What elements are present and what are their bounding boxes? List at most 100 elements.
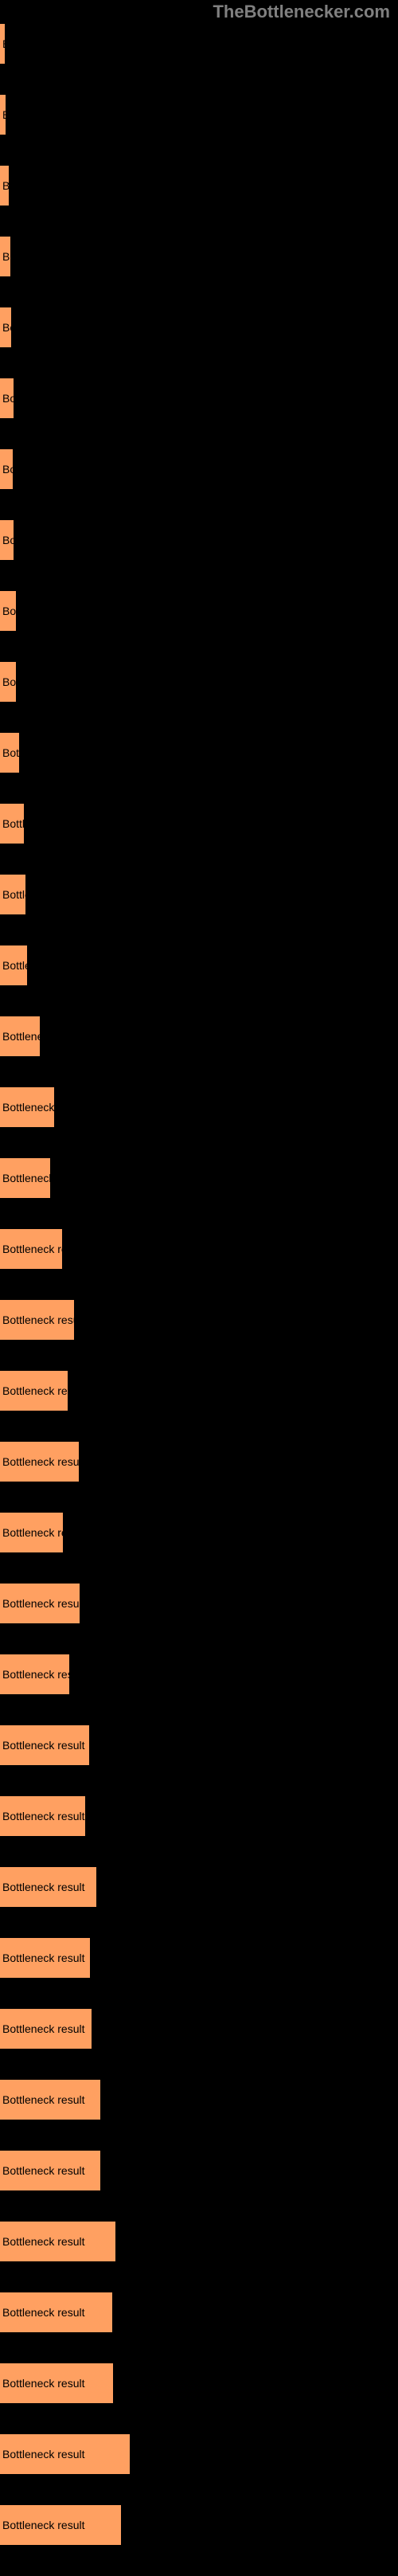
- bar-row: Bottleneck result: [0, 2009, 398, 2049]
- bar: Bottleneck result: [0, 2434, 130, 2474]
- bar-row: Bottleneck result: [0, 2434, 398, 2474]
- bar-row: Bottleneck result: [0, 1938, 398, 1978]
- bar: Bottleneck result: [0, 378, 14, 418]
- bar: Bottleneck result: [0, 1867, 96, 1907]
- bar-label: Bottleneck result: [2, 392, 14, 405]
- bar-label: Bottleneck result: [2, 2306, 85, 2319]
- bar-label: Bottleneck result: [2, 463, 13, 476]
- bar: Bottleneck result: [0, 1938, 90, 1978]
- bar-row: Bottleneck result: [0, 875, 398, 914]
- bar: Bottleneck result: [0, 2505, 121, 2545]
- bar: Bottleneck result: [0, 1087, 54, 1127]
- bar: Bottleneck result: [0, 2080, 100, 2120]
- bar-label: Bottleneck result: [2, 817, 24, 830]
- bar-row: Bottleneck result: [0, 1796, 398, 1836]
- bar: Bottleneck result: [0, 2009, 92, 2049]
- bar-label: Bottleneck result: [2, 534, 14, 546]
- bar-label: Bottleneck result: [2, 37, 5, 50]
- bar: Bottleneck result: [0, 95, 6, 135]
- bar-row: Bottleneck result: [0, 2222, 398, 2261]
- bar: Bottleneck result: [0, 591, 16, 631]
- bar-row: Bottleneck result: [0, 1229, 398, 1269]
- bar: Bottleneck result: [0, 804, 24, 844]
- bar-label: Bottleneck result: [2, 1243, 62, 1255]
- bar-label: Bottleneck result: [2, 2093, 85, 2106]
- bar: Bottleneck result: [0, 1654, 69, 1694]
- bar-label: Bottleneck result: [2, 959, 27, 972]
- bar: Bottleneck result: [0, 307, 11, 347]
- bar-label: Bottleneck result: [2, 605, 16, 617]
- bar: Bottleneck result: [0, 2363, 113, 2403]
- bar-row: Bottleneck result: [0, 1654, 398, 1694]
- bar-label: Bottleneck result: [2, 2022, 85, 2035]
- bar-row: Bottleneck result: [0, 166, 398, 206]
- bar: Bottleneck result: [0, 24, 5, 64]
- bar-row: Bottleneck result: [0, 1867, 398, 1907]
- bar: Bottleneck result: [0, 1158, 50, 1198]
- bar: Bottleneck result: [0, 875, 25, 914]
- bar-row: Bottleneck result: [0, 307, 398, 347]
- bar-row: Bottleneck result: [0, 2151, 398, 2190]
- bar: Bottleneck result: [0, 1016, 40, 1056]
- bar: Bottleneck result: [0, 237, 10, 276]
- bar-row: Bottleneck result: [0, 945, 398, 985]
- bar: Bottleneck result: [0, 2151, 100, 2190]
- bar-row: Bottleneck result: [0, 1442, 398, 1482]
- bar: Bottleneck result: [0, 2292, 112, 2332]
- bar-row: Bottleneck result: [0, 1087, 398, 1127]
- bar-row: Bottleneck result: [0, 378, 398, 418]
- bar: Bottleneck result: [0, 733, 19, 773]
- bar-row: Bottleneck result: [0, 2292, 398, 2332]
- bar: Bottleneck result: [0, 945, 27, 985]
- bar-row: Bottleneck result: [0, 95, 398, 135]
- bar-label: Bottleneck result: [2, 1810, 85, 1822]
- bar-label: Bottleneck result: [2, 1526, 63, 1539]
- bar-row: Bottleneck result: [0, 2505, 398, 2545]
- bar: Bottleneck result: [0, 166, 9, 206]
- bar-row: Bottleneck result: [0, 237, 398, 276]
- bar: Bottleneck result: [0, 1442, 79, 1482]
- bar: Bottleneck result: [0, 1584, 80, 1623]
- bar-label: Bottleneck result: [2, 1455, 79, 1468]
- bar-row: Bottleneck result: [0, 662, 398, 702]
- bar: Bottleneck result: [0, 520, 14, 560]
- bar-label: Bottleneck result: [2, 2448, 85, 2461]
- bar-row: Bottleneck result: [0, 2363, 398, 2403]
- bar: Bottleneck result: [0, 1725, 89, 1765]
- bar: Bottleneck result: [0, 1300, 74, 1340]
- bar-label: Bottleneck result: [2, 746, 19, 759]
- watermark-text: TheBottlenecker.com: [213, 2, 390, 22]
- bar: Bottleneck result: [0, 2222, 115, 2261]
- bar-label: Bottleneck result: [2, 675, 16, 688]
- bar-row: Bottleneck result: [0, 2080, 398, 2120]
- bar: Bottleneck result: [0, 1796, 85, 1836]
- bar-row: Bottleneck result: [0, 804, 398, 844]
- bar-row: Bottleneck result: [0, 24, 398, 64]
- bar-label: Bottleneck result: [2, 1597, 80, 1610]
- bar-label: Bottleneck result: [2, 1101, 54, 1114]
- bar-row: Bottleneck result: [0, 1016, 398, 1056]
- bar-row: Bottleneck result: [0, 1513, 398, 1552]
- bar-label: Bottleneck result: [2, 108, 6, 121]
- bar-label: Bottleneck result: [2, 1952, 85, 1964]
- bar-label: Bottleneck result: [2, 1172, 50, 1184]
- chart-container: Bottleneck result Bottleneck result Bottle…: [0, 0, 398, 2545]
- bar-row: Bottleneck result: [0, 449, 398, 489]
- bar-label: Bottleneck result: [2, 1881, 85, 1893]
- bar-label: Bottleneck result: [2, 1668, 69, 1681]
- bar-row: Bottleneck result: [0, 1300, 398, 1340]
- bar: Bottleneck result: [0, 449, 13, 489]
- bar-label: Bottleneck result: [2, 321, 11, 334]
- bar-row: Bottleneck result: [0, 591, 398, 631]
- bar-label: Bottleneck result: [2, 888, 25, 901]
- bar-label: Bottleneck result: [2, 1384, 68, 1397]
- bar-row: Bottleneck result: [0, 1371, 398, 1411]
- bar: Bottleneck result: [0, 1371, 68, 1411]
- bar-label: Bottleneck result: [2, 1739, 85, 1752]
- bar-label: Bottleneck result: [2, 250, 10, 263]
- bar-label: Bottleneck result: [2, 2235, 85, 2248]
- bar-label: Bottleneck result: [2, 2377, 85, 2390]
- bar: Bottleneck result: [0, 1229, 62, 1269]
- bar-row: Bottleneck result: [0, 1725, 398, 1765]
- bar-label: Bottleneck result: [2, 1313, 74, 1326]
